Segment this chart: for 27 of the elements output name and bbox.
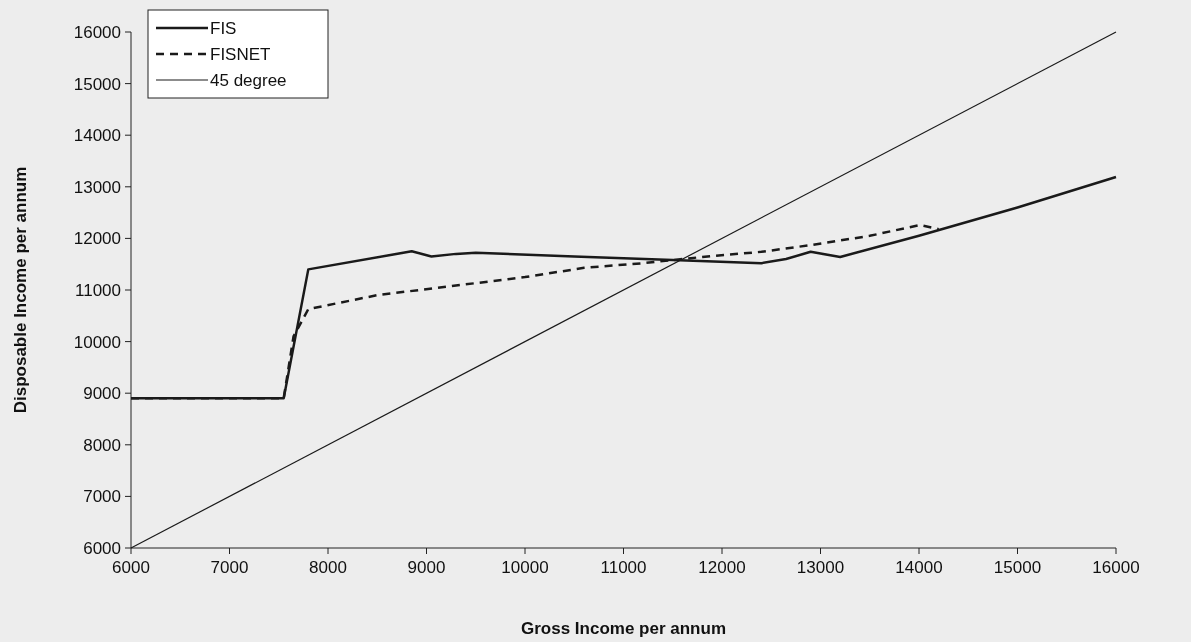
y-tick-label: 13000: [73, 177, 121, 197]
x-tick-label: 13000: [796, 558, 845, 577]
y-tick-label: 6000: [83, 539, 121, 558]
legend-label: FIS: [210, 19, 237, 38]
legend-label: 45 degree: [210, 71, 287, 90]
y-tick-label: 10000: [73, 332, 121, 352]
y-tick-label: 11000: [74, 281, 121, 300]
x-tick-label: 9000: [407, 558, 446, 577]
x-tick-label: 6000: [112, 558, 150, 577]
y-tick-label: 15000: [73, 74, 121, 94]
y-axis-title: Disposable Income per annum: [11, 166, 30, 414]
legend-label: FISNET: [210, 45, 271, 64]
x-tick-label: 11000: [600, 558, 647, 577]
x-tick-label: 16000: [1092, 558, 1140, 577]
y-tick-label: 16000: [73, 23, 121, 42]
y-tick-label: 7000: [83, 487, 121, 507]
y-tick-label: 8000: [83, 435, 121, 455]
y-tick-label: 12000: [73, 229, 121, 249]
y-tick-label: 14000: [73, 126, 121, 146]
x-axis-title: Gross Income per annum: [521, 619, 726, 638]
x-tick-label: 7000: [210, 558, 249, 577]
x-tick-label: 14000: [895, 558, 943, 577]
x-tick-label: 8000: [309, 558, 347, 577]
x-tick-label: 12000: [698, 558, 746, 577]
x-tick-label: 10000: [501, 558, 549, 577]
x-tick-label: 15000: [993, 558, 1042, 577]
y-tick-label: 9000: [83, 384, 121, 404]
